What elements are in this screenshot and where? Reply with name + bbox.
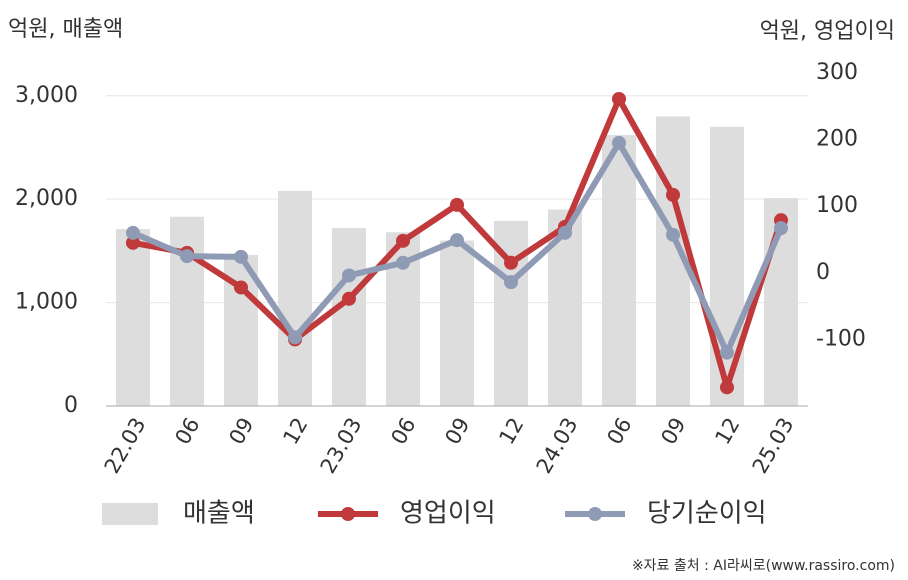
point — [450, 197, 464, 212]
point — [396, 233, 410, 248]
point — [342, 268, 356, 283]
y-axis-title: 억원, 매출액 — [8, 17, 123, 42]
x-tick-label: 09 — [440, 414, 474, 449]
x-tick-label: 06 — [386, 414, 420, 449]
point — [558, 225, 572, 240]
legend-label: 당기순이익 — [647, 499, 767, 529]
bar — [170, 216, 204, 406]
point — [612, 91, 626, 106]
y-tick-label: 3,000 — [15, 83, 78, 108]
point — [126, 235, 140, 250]
point — [288, 330, 302, 345]
legend-marker — [588, 507, 602, 521]
legend-swatch — [102, 503, 158, 525]
x-tick-label: 24.03 — [532, 414, 583, 478]
point — [720, 345, 734, 360]
point — [720, 380, 734, 395]
x-tick-label: 06 — [602, 414, 636, 449]
point — [612, 135, 626, 150]
point — [504, 255, 518, 270]
y2-tick-label: 100 — [816, 193, 858, 218]
x-tick-label: 09 — [656, 414, 690, 449]
y2-tick-label: 300 — [816, 60, 858, 85]
bar — [332, 228, 366, 406]
x-tick-label: 22.03 — [100, 414, 151, 478]
y-tick-label: 1,000 — [15, 290, 78, 315]
point — [666, 187, 680, 202]
x-tick-label: 12 — [494, 414, 528, 449]
bar — [710, 126, 744, 406]
point — [234, 249, 248, 264]
point — [774, 221, 788, 236]
bar — [602, 135, 636, 406]
bar — [278, 190, 312, 406]
x-tick-label: 06 — [170, 414, 204, 449]
point — [504, 275, 518, 290]
y-tick-label: 0 — [64, 393, 78, 418]
point — [234, 280, 248, 295]
x-tick-label: 25.03 — [748, 414, 799, 478]
y-tick-label: 2,000 — [15, 186, 78, 211]
y2-axis-title: 억원, 영업이익 — [760, 19, 895, 44]
y2-tick-label: -100 — [816, 326, 866, 351]
bar — [440, 240, 474, 406]
point — [666, 227, 680, 242]
x-tick-label: 09 — [224, 414, 258, 449]
point — [180, 249, 194, 264]
point — [342, 291, 356, 306]
legend-label: 영업이익 — [400, 499, 496, 529]
legend-label: 매출액 — [183, 499, 255, 529]
x-tick-label: 12 — [710, 414, 744, 449]
source: ※자료 출처 : AI라씨로(www.rassiro.com) — [632, 558, 895, 574]
x-tick-label: 12 — [278, 414, 312, 449]
point — [396, 255, 410, 270]
y2-tick-label: 200 — [816, 127, 858, 152]
legend-marker — [341, 507, 355, 521]
point — [126, 225, 140, 240]
x-tick-label: 23.03 — [316, 414, 367, 478]
y2-tick-label: 0 — [816, 260, 830, 285]
bar — [116, 229, 150, 406]
point — [450, 233, 464, 248]
